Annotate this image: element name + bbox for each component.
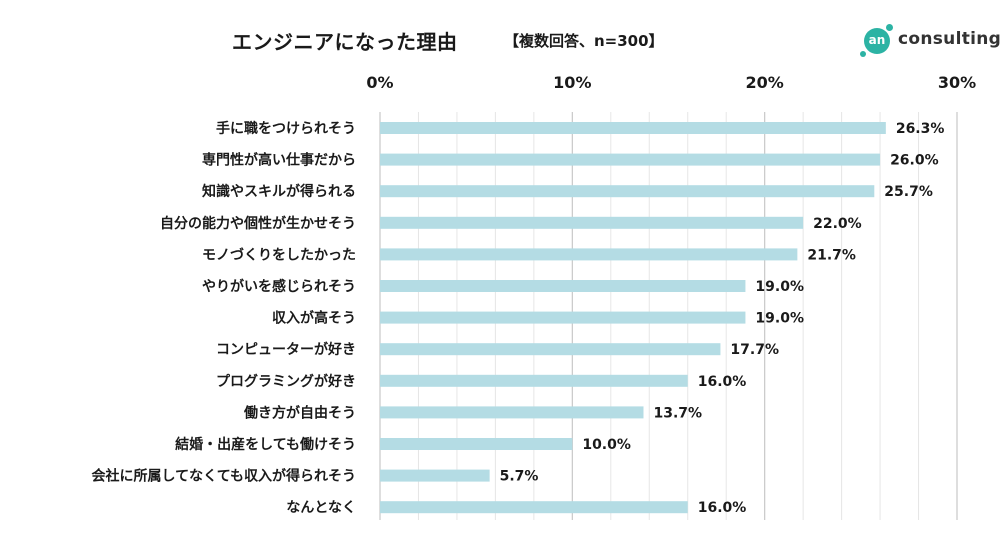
category-label: 自分の能力や個性が生かせそう xyxy=(160,215,356,232)
bar xyxy=(380,343,721,356)
category-label: 結婚・出産をしても働けそう xyxy=(175,436,356,453)
data-label: 26.3% xyxy=(896,121,945,137)
data-label: 19.0% xyxy=(755,279,804,295)
bar xyxy=(380,153,881,166)
category-label: 専門性が高い仕事だから xyxy=(202,152,356,169)
bar xyxy=(380,248,798,261)
data-label: 26.0% xyxy=(890,153,939,169)
logo-mark: an xyxy=(864,28,890,54)
bar xyxy=(380,469,490,482)
bar xyxy=(380,438,573,450)
category-label: やりがいを感じられそう xyxy=(202,278,356,295)
logo-text: consulting xyxy=(898,29,1000,49)
bar xyxy=(380,374,688,387)
bar xyxy=(380,501,688,514)
logo-dot-icon xyxy=(886,24,893,31)
data-label: 17.7% xyxy=(730,342,779,358)
category-label: 会社に所属してなくても収入が得られそう xyxy=(92,468,356,485)
x-tick-label: 10% xyxy=(553,73,591,92)
category-label: プログラミングが好き xyxy=(216,373,356,390)
data-label: 21.7% xyxy=(807,247,856,263)
category-label: 手に職をつけられそう xyxy=(216,120,356,137)
category-label: 知識やスキルが得られる xyxy=(202,183,356,200)
data-label: 13.7% xyxy=(653,405,702,421)
data-label: 25.7% xyxy=(884,184,933,200)
data-label: 22.0% xyxy=(813,216,862,232)
category-label: コンピューターが好き xyxy=(216,341,356,358)
bar xyxy=(380,122,886,134)
category-label: なんとなく xyxy=(286,500,356,516)
bar xyxy=(380,185,875,198)
chart-title: エンジニアになった理由 xyxy=(232,30,458,54)
bar xyxy=(380,280,746,292)
chart-subtitle: 【複数回答、n=300】 xyxy=(504,32,664,50)
x-tick-label: 30% xyxy=(938,73,976,92)
x-tick-label: 0% xyxy=(366,73,393,92)
data-label: 10.0% xyxy=(582,437,631,453)
category-label: モノづくりをしたかった xyxy=(202,246,356,263)
bar xyxy=(380,311,746,324)
logo-dot-icon xyxy=(860,51,866,57)
category-label: 働き方が自由そう xyxy=(243,404,356,421)
bar xyxy=(380,406,644,419)
x-tick-label: 20% xyxy=(746,73,784,92)
bar xyxy=(380,216,804,229)
category-label: 収入が高そう xyxy=(272,310,356,327)
data-label: 16.0% xyxy=(698,374,747,390)
data-label: 16.0% xyxy=(698,500,747,516)
company-logo: an consulting xyxy=(858,22,1000,58)
data-label: 5.7% xyxy=(500,469,539,485)
data-label: 19.0% xyxy=(755,311,804,327)
